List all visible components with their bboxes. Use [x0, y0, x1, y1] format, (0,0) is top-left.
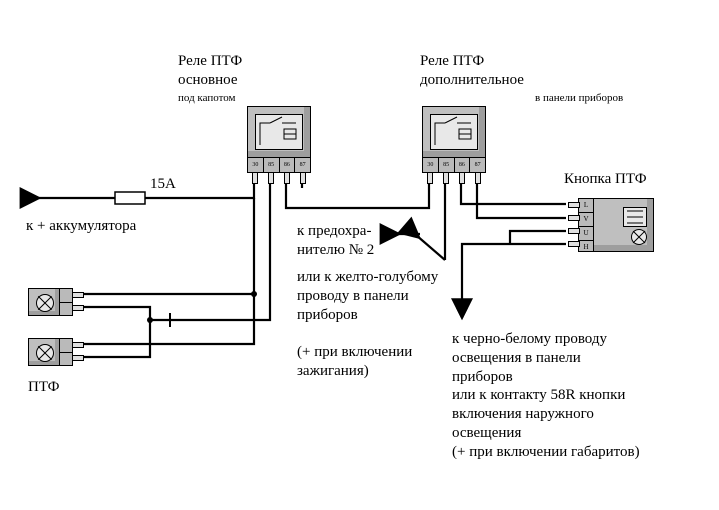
wiring-diagram [0, 0, 719, 510]
